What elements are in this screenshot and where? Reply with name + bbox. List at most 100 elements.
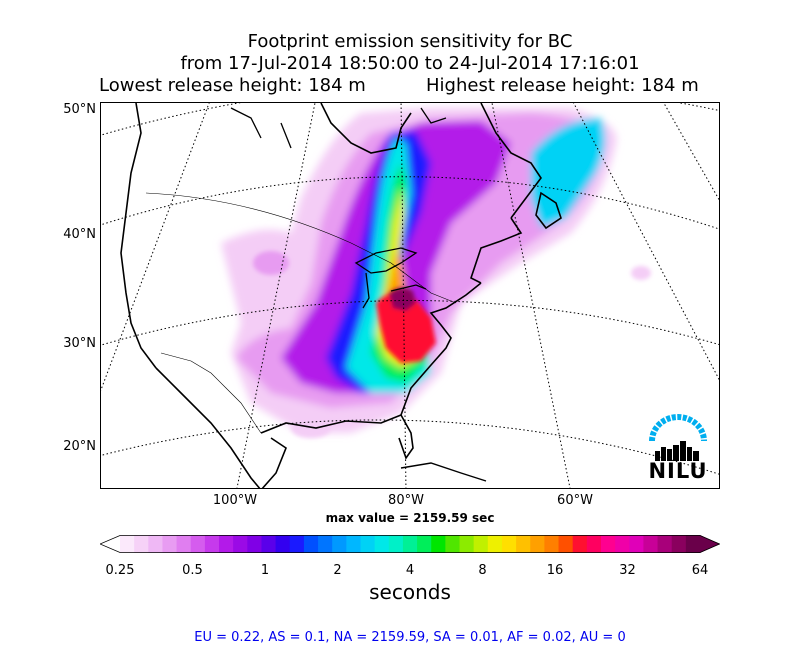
colorbar-segment (445, 535, 461, 553)
colorbar-tick-label: 0.5 (182, 563, 203, 578)
sensitivity-field (221, 108, 651, 438)
plume-spot-atlantic (631, 266, 651, 280)
highest-release-height: Highest release height: 184 m (426, 75, 699, 96)
colorbar-segment (586, 535, 602, 553)
us-canada-border (145, 192, 457, 304)
colorbar-segment (261, 535, 277, 553)
borders (145, 192, 457, 434)
colorbar-segment (303, 535, 319, 553)
colorbar-segment (516, 535, 531, 553)
colorbar-segment (360, 535, 376, 553)
hudson-bay-shore (320, 103, 412, 154)
chart-subtitle-dates: from 17-Jul-2014 18:50:00 to 24-Jul-2014… (180, 53, 640, 74)
colorbar-segment (318, 535, 333, 553)
plume-red-core (376, 291, 436, 363)
us-mexico-border (160, 352, 262, 434)
colorbar-segment (120, 535, 135, 553)
colorbar-segment (247, 535, 262, 553)
colorbar-segment (501, 535, 517, 553)
colorbar-segment (233, 535, 248, 553)
lat-label-40n: 40°N (63, 227, 96, 242)
lon-label-80w: 80°W (388, 493, 424, 508)
meridian-40w (573, 103, 719, 381)
cuba (400, 462, 487, 482)
colorbar-segment (572, 535, 588, 553)
colorbar-segment (417, 535, 432, 553)
logo-skyline (655, 441, 699, 461)
colorbar-segment (190, 535, 206, 553)
colorbar-tick-label: 1 (260, 563, 270, 578)
lake-michigan (362, 272, 370, 309)
colorbar-segment (544, 535, 560, 553)
lake-erie (390, 284, 427, 292)
florida (398, 414, 414, 460)
meridian-120w (101, 103, 210, 392)
colorbar-segment (671, 535, 687, 553)
plume-east-blue (531, 118, 605, 228)
colorbar-segment (402, 535, 418, 553)
colorbar-tick-label: 0.25 (105, 563, 135, 578)
colorbar-segment (600, 535, 616, 553)
east-coast (400, 282, 482, 416)
parallel-30n (101, 300, 719, 346)
region-summary: EU = 0.22, AS = 0.1, NA = 2159.59, SA = … (194, 630, 626, 645)
lon-label-100w: 100°W (212, 493, 258, 508)
colorbar-tick-label: 8 (478, 563, 487, 578)
colorbar-segment (148, 535, 163, 553)
meridian-80w (400, 103, 407, 488)
colorbar (100, 535, 720, 553)
footprint-map: NILU (100, 102, 720, 489)
colorbar-segment (487, 535, 503, 553)
colorbar-segment (134, 535, 149, 553)
colorbar-segment (219, 535, 234, 553)
parallel-20n (101, 419, 719, 475)
parallel-50n (101, 103, 719, 136)
newfoundland (535, 191, 562, 230)
lat-label-20n: 20°N (63, 439, 96, 454)
chart-title: Footprint emission sensitivity for BC (247, 31, 573, 52)
colorbar-segment (332, 535, 347, 553)
colorbar-segment (657, 535, 673, 553)
colorbar-segment (162, 535, 178, 553)
plume-spot-west (253, 251, 289, 275)
logo-arc (649, 414, 707, 442)
colorbar-outline (100, 535, 720, 553)
colorbar-segment (374, 535, 390, 553)
colorbar-segment (629, 535, 644, 553)
colorbar-segment (685, 535, 701, 553)
coastlines (120, 103, 562, 488)
colorbar-max-arrow (700, 535, 720, 553)
labrador-coast (480, 103, 542, 219)
colorbar-segment (615, 535, 630, 553)
nova-scotia (470, 217, 523, 284)
colorbar-segment (204, 535, 220, 553)
colorbar-tick-label: 2 (333, 563, 342, 578)
colorbar-segment (558, 535, 574, 553)
great-lakes (354, 247, 418, 274)
colorbar-segment (473, 535, 489, 553)
max-value-label: max value = 2159.59 sec (325, 511, 495, 525)
colorbar-tick-label: 4 (405, 563, 415, 578)
gulf-coast (260, 414, 402, 434)
colorbar-segment (388, 535, 404, 553)
meridian-20w (663, 103, 719, 201)
colorbar-segment (431, 535, 446, 553)
colorbar-tick-label: 16 (546, 563, 564, 578)
colorbar-tick-label: 64 (691, 563, 709, 578)
colorbar-segment (530, 535, 545, 553)
plume-max-core (389, 287, 416, 311)
colorbar-segment (459, 535, 475, 553)
colorbar-segment (275, 535, 291, 553)
lat-label-30n: 30°N (63, 336, 96, 351)
yucatan-coast (261, 437, 287, 488)
graticule (101, 103, 719, 488)
nilu-logo-text: NILU (648, 459, 708, 483)
nilu-logo-graphic (649, 414, 707, 461)
mexico-coast (155, 367, 261, 488)
colorbar-segment (176, 535, 192, 553)
lowest-release-height: Lowest release height: 184 m (99, 75, 366, 96)
parallel-40n (101, 176, 719, 230)
lon-label-60w: 60°W (557, 493, 593, 508)
colorbar-segment (289, 535, 305, 553)
colorbar-segment (346, 535, 361, 553)
